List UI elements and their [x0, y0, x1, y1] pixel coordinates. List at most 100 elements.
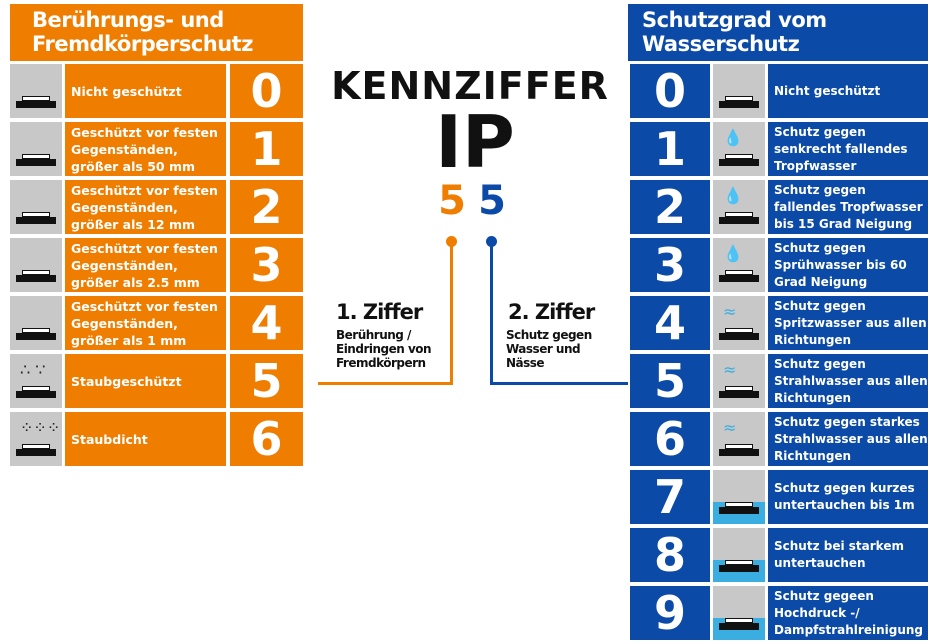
jet-icon: ≈ — [713, 354, 765, 408]
second-digit: 5 — [478, 178, 506, 224]
surface — [22, 270, 50, 275]
protection-row-0: Nicht geschützt 0 — [10, 64, 303, 118]
right-header: Schutzgrad vom Wasserschutz — [628, 4, 928, 61]
surface — [22, 154, 50, 159]
water-row-1: 1 💧 Schutz gegen senkrecht fallendes Tropf… — [630, 122, 928, 176]
protection-digit: 5 — [230, 354, 303, 408]
second-digit-dot — [486, 236, 497, 247]
water-description: Nicht geschützt — [768, 64, 928, 118]
tool-icon — [10, 238, 62, 292]
second-digit-description: Schutz gegen Wasser und Nässe — [506, 328, 592, 370]
dust-glyph: ∴ ∵ — [20, 360, 46, 379]
spray-60-icon: 💧 — [713, 238, 765, 292]
surface-base — [719, 101, 759, 108]
surface — [725, 154, 753, 159]
surface — [725, 270, 753, 275]
water-digit: 3 — [630, 238, 710, 292]
water-digit: 4 — [630, 296, 710, 350]
splash-icon: ≈ — [713, 296, 765, 350]
surface — [725, 328, 753, 333]
water-glyph: 💧 — [723, 128, 743, 147]
protection-row-2: Geschützt vor festen Gegenständen, größe… — [10, 180, 303, 234]
water-description: Schutz gegen senkrecht fallendes Tropfwa… — [768, 122, 928, 176]
surface-base — [719, 159, 759, 166]
surface-base — [16, 101, 56, 108]
protection-description: Geschützt vor festen Gegenständen, größe… — [65, 180, 226, 234]
water-row-2: 2 💧 Schutz gegen fallendes Tropfwasser bis… — [630, 180, 928, 234]
protection-description: Staubdicht — [65, 412, 226, 466]
immersion-icon — [713, 470, 765, 524]
surface — [22, 328, 50, 333]
first-digit-connector — [450, 242, 453, 385]
surface — [22, 386, 50, 391]
surface-base — [16, 333, 56, 340]
water-row-8: 8 Schutz bei starkem untertauchen — [630, 528, 928, 582]
protection-digit: 4 — [230, 296, 303, 350]
first-digit-dot — [446, 236, 457, 247]
protection-digit: 6 — [230, 412, 303, 466]
water-digit: 8 — [630, 528, 710, 582]
surface — [725, 212, 753, 217]
protection-digit: 3 — [230, 238, 303, 292]
water-digit: 9 — [630, 586, 710, 640]
water-description: Schutz gegen kurzes untertauchen bis 1m — [768, 470, 928, 524]
water-row-9: 9 Schutz gegeen Hochdruck -/ Dampfstrahlr… — [630, 586, 928, 640]
water-glyph: 💧 — [723, 186, 743, 205]
first-digit-connector-horizontal — [318, 382, 453, 385]
water-row-4: 4 ≈ Schutz gegen Spritzwasser aus allen Ri… — [630, 296, 928, 350]
second-digit-connector-horizontal — [490, 382, 628, 385]
protection-digit: 0 — [230, 64, 303, 118]
water-digit: 2 — [630, 180, 710, 234]
water-row-0: 0 Nicht geschützt — [630, 64, 928, 118]
water-digit: 1 — [630, 122, 710, 176]
surface-base — [719, 391, 759, 398]
first-digit-label: 1. Ziffer — [336, 300, 423, 324]
surface-base — [719, 217, 759, 224]
water-glyph: ≈ — [723, 302, 737, 321]
water-description: Schutz gegen Spritzwasser aus allen Rich… — [768, 296, 928, 350]
surface — [22, 96, 50, 101]
surface-base — [719, 507, 759, 514]
protection-digit: 2 — [230, 180, 303, 234]
submersion-icon — [713, 528, 765, 582]
drops-15-icon: 💧 — [713, 180, 765, 234]
second-digit-connector — [490, 242, 493, 385]
water-digit: 6 — [630, 412, 710, 466]
surface-base — [16, 217, 56, 224]
hand-lightning-icon — [10, 64, 62, 118]
water-glyph: 💧 — [723, 244, 743, 263]
surface-base — [16, 159, 56, 166]
water-row-6: 6 ≈ Schutz gegen starkes Strahlwasser aus … — [630, 412, 928, 466]
first-digit: 5 — [438, 178, 466, 224]
protection-description: Nicht geschützt — [65, 64, 226, 118]
water-description: Schutz gegen Strahlwasser aus allen Rich… — [768, 354, 928, 408]
left-title-line2: Fremdkörperschutz — [32, 32, 253, 56]
dust-icon: ∴ ∵ — [10, 354, 62, 408]
drops-icon: 💧 — [713, 122, 765, 176]
protection-description: Geschützt vor festen Gegenständen, größe… — [65, 238, 226, 292]
surface-base — [719, 333, 759, 340]
water-digit: 0 — [630, 64, 710, 118]
surface-icon — [713, 64, 765, 118]
protection-row-1: Geschützt vor festen Gegenständen, größe… — [10, 122, 303, 176]
surface-base — [16, 391, 56, 398]
water-description: Schutz gegen starkes Strahlwasser aus al… — [768, 412, 928, 466]
kennziffer-title: KENNZIFFER — [331, 64, 609, 108]
protection-row-6: ⁘⁘⁘ Staubdicht 6 — [10, 412, 303, 466]
water-row-5: 5 ≈ Schutz gegen Strahlwasser aus allen Ri… — [630, 354, 928, 408]
surface — [725, 386, 753, 391]
water-row-7: 7 Schutz gegen kurzes untertauchen bis 1m — [630, 470, 928, 524]
surface — [725, 560, 753, 565]
protection-row-3: Geschützt vor festen Gegenständen, größe… — [10, 238, 303, 292]
right-title-line2: Wasserschutz — [642, 32, 800, 56]
protection-description: Geschützt vor festen Gegenständen, größe… — [65, 296, 226, 350]
protection-description: Staubgeschützt — [65, 354, 226, 408]
strong-jet-icon: ≈ — [713, 412, 765, 466]
hand-icon — [10, 122, 62, 176]
protection-row-5: ∴ ∵ Staubgeschützt 5 — [10, 354, 303, 408]
second-digit-label: 2. Ziffer — [508, 300, 595, 324]
wire-icon — [10, 296, 62, 350]
finger-icon — [10, 180, 62, 234]
surface — [725, 502, 753, 507]
